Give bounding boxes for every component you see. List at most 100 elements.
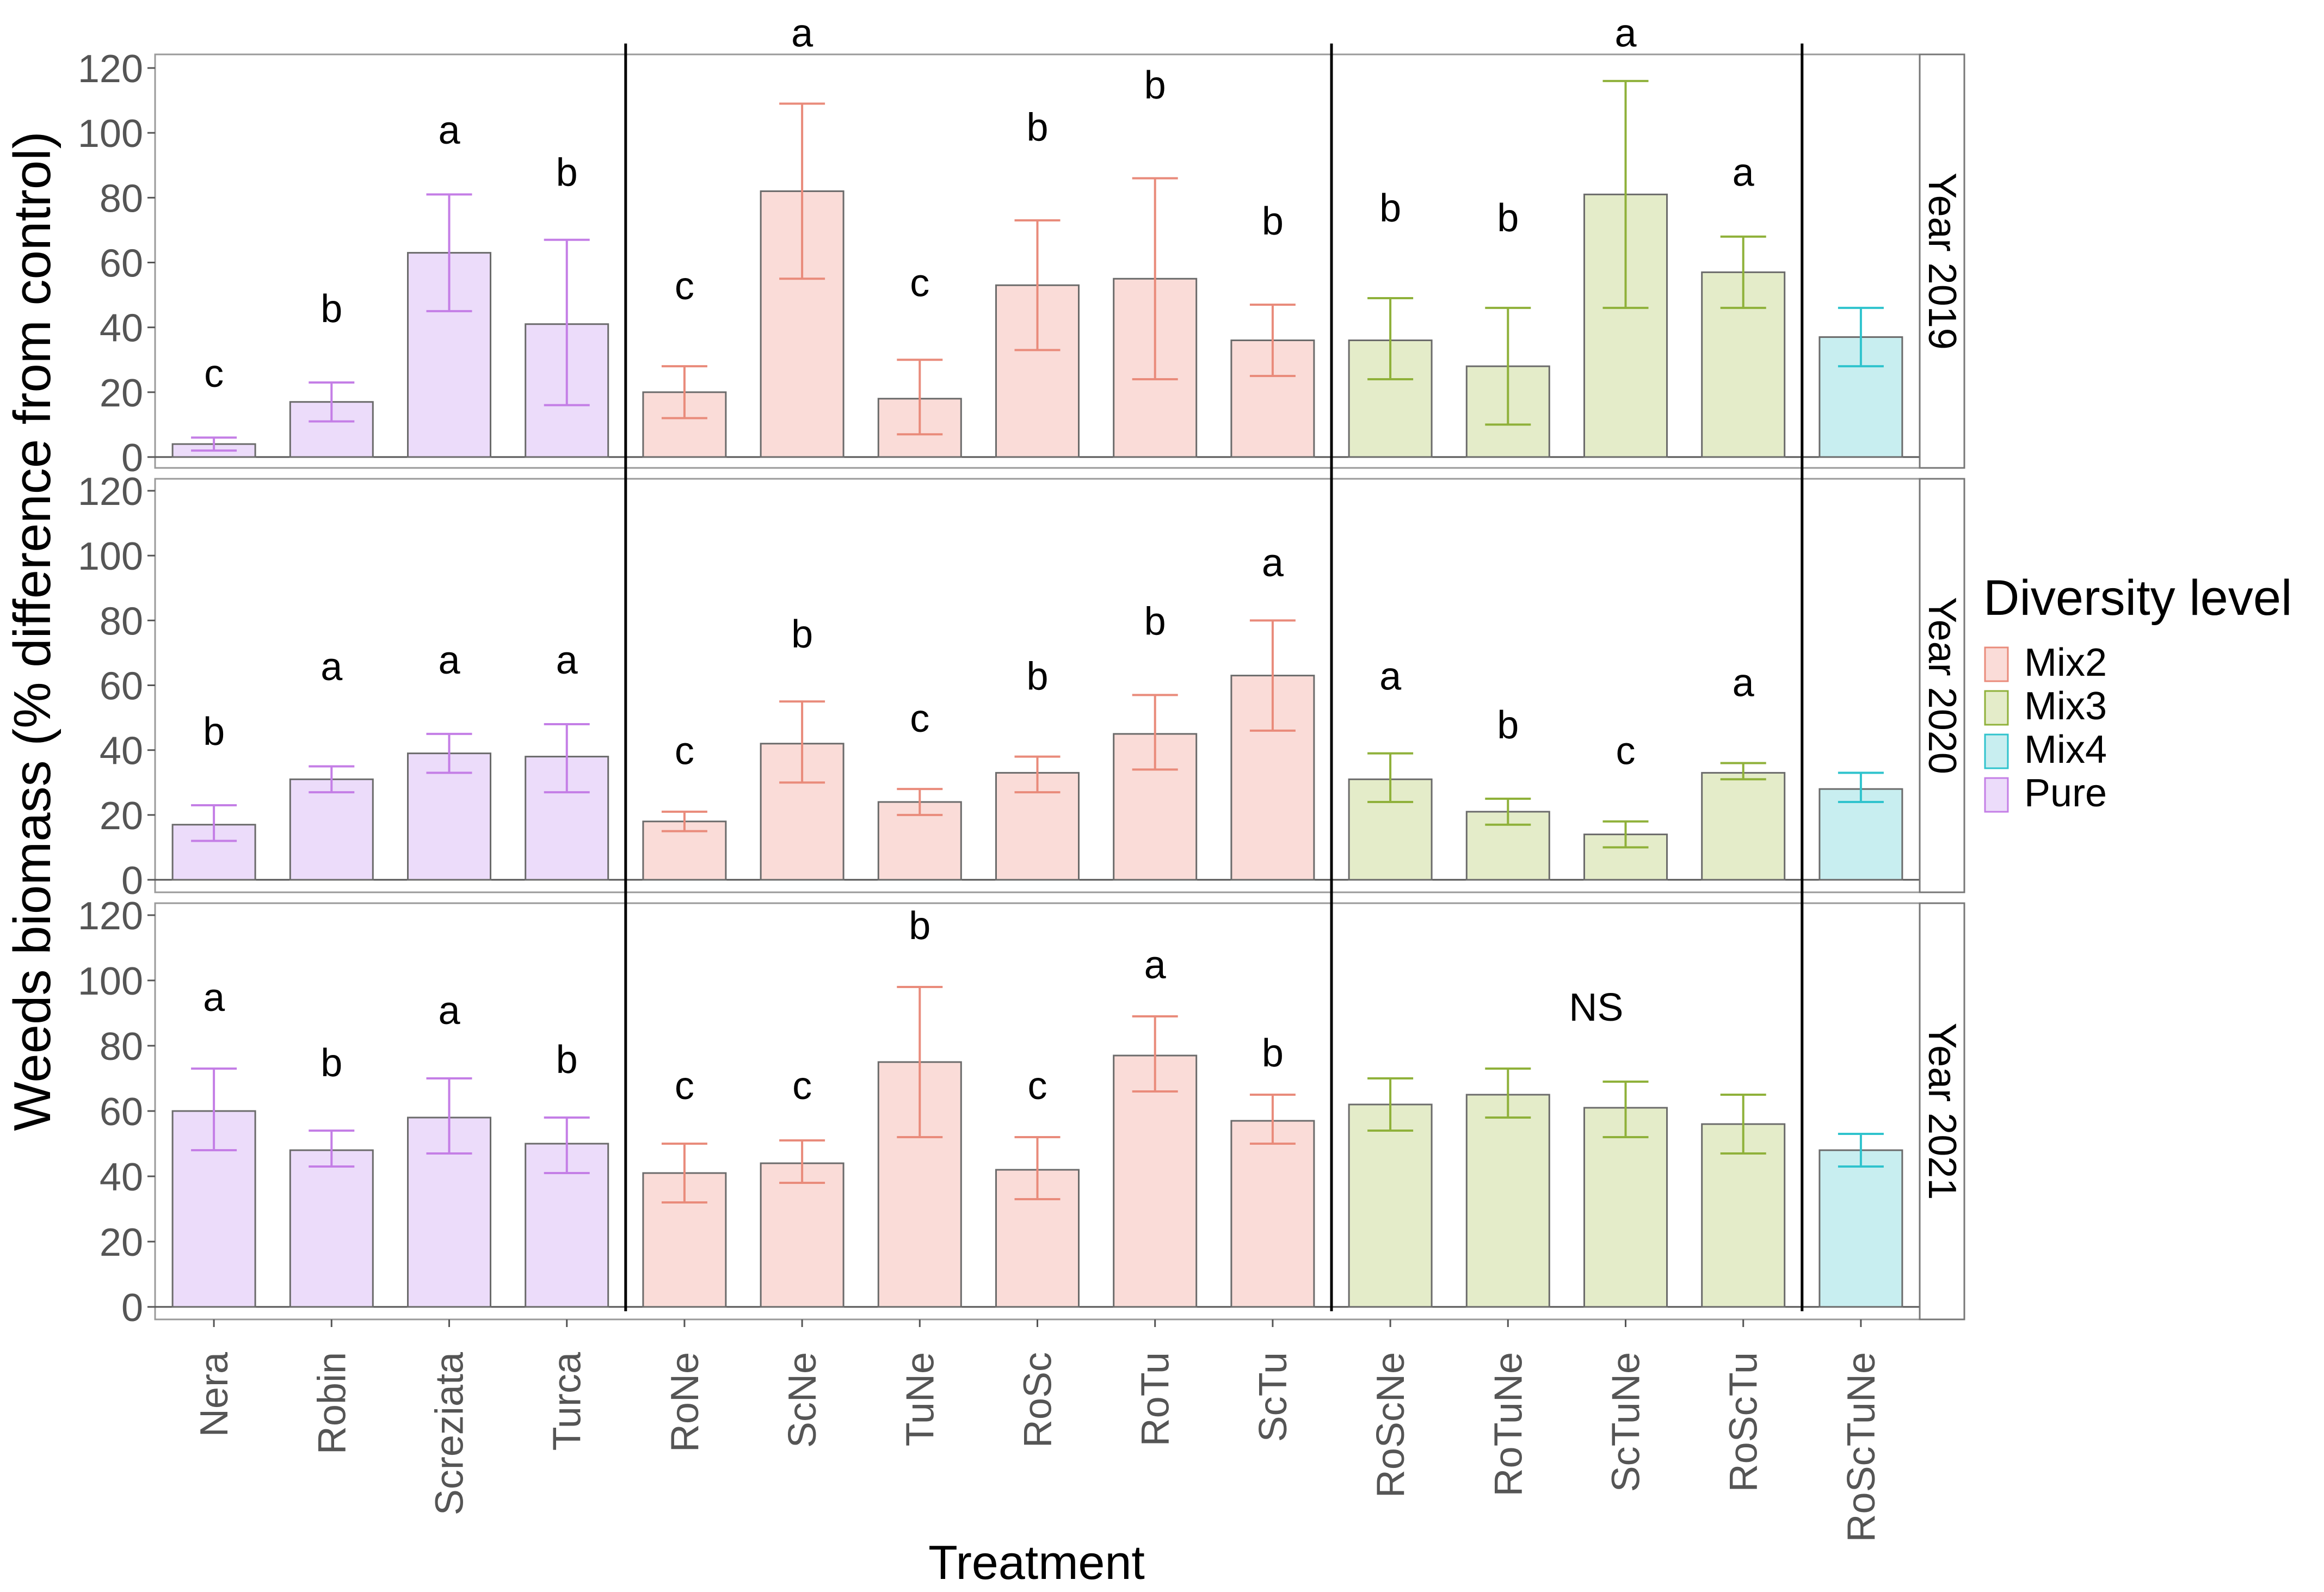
y-tick-label: 20 xyxy=(100,1221,143,1264)
y-tick-label: 80 xyxy=(100,1025,143,1069)
error-bar-Robin xyxy=(309,1130,355,1168)
significance-letter: c xyxy=(675,1064,694,1108)
x-tick-label-RoSc: RoSc xyxy=(1016,1352,1060,1448)
legend-label: Mix3 xyxy=(2024,684,2107,728)
significance-letter: c xyxy=(1616,730,1636,773)
y-tick-label: 120 xyxy=(78,894,143,938)
significance-letter: b xyxy=(1262,1032,1284,1075)
x-tick-label-ScTu: ScTu xyxy=(1252,1352,1295,1442)
error-bar-RoSc xyxy=(1014,219,1061,351)
significance-letter: b xyxy=(1497,704,1519,747)
error-bar-Robin xyxy=(309,765,355,794)
bar-Robin xyxy=(289,778,374,881)
y-tick-label: 80 xyxy=(100,177,143,220)
error-bar-RoScTuNe xyxy=(1838,306,1884,368)
x-tick-label-RoNe: RoNe xyxy=(663,1352,707,1452)
significance-letter: c xyxy=(204,352,224,396)
error-bar-ScNe xyxy=(779,700,825,784)
group-separators xyxy=(624,44,1804,1311)
significance-letter: b xyxy=(1379,187,1401,230)
panel-1: 0 20 40 60 80 100 120 c b a b c a c b b b b b a a Year 2019 xyxy=(78,11,1965,480)
y-tick-label: 100 xyxy=(78,112,143,156)
error-bar-ScTuNe xyxy=(1602,1081,1649,1138)
y-tick-label: 40 xyxy=(100,1156,143,1199)
facet-strip-label: Year 2021 xyxy=(1920,1023,1964,1200)
error-bar-ScTu xyxy=(1249,619,1296,732)
significance-letter: a xyxy=(1262,541,1284,585)
bar-Screziata xyxy=(407,752,491,881)
facet-strip xyxy=(1919,902,1965,1321)
y-tick-label: 100 xyxy=(78,960,143,1003)
x-tick-label-RoTuNe: RoTuNe xyxy=(1487,1352,1530,1496)
error-bar-Turca xyxy=(544,723,590,794)
y-tick-label: 20 xyxy=(100,794,143,838)
y-tick-label: 100 xyxy=(78,535,143,578)
bar-RoScTuNe xyxy=(1818,788,1903,881)
error-bar-Screziata xyxy=(426,1077,472,1155)
significance-letter: a xyxy=(1614,11,1637,55)
significance-letter: a xyxy=(791,11,813,55)
x-tick-label-Nera: Nera xyxy=(193,1352,236,1437)
bar-RoTuNe xyxy=(1465,1094,1550,1308)
y-tick-label: 20 xyxy=(100,372,143,415)
significance-letter: a xyxy=(556,639,578,682)
error-bar-RoScTuNe xyxy=(1838,772,1884,803)
y-axis-title: Weeds biomass (% difference from control… xyxy=(3,131,61,1131)
y-tick-label: 40 xyxy=(100,730,143,773)
significance-letter: c xyxy=(675,730,694,773)
x-tick-label-RoScNe: RoScNe xyxy=(1369,1352,1413,1498)
panel-3: 0 20 40 60 80 100 120 a b a b c c b c a b Year 2021 xyxy=(78,894,1965,1330)
error-bar-RoTu xyxy=(1132,177,1178,380)
y-tick-label: 120 xyxy=(78,47,143,91)
error-bar-RoSc xyxy=(1014,755,1061,794)
legend-item-mix3: Mix3 xyxy=(1984,684,2107,728)
y-tick-label: 0 xyxy=(121,436,143,480)
bar-Nera xyxy=(171,824,256,881)
facet-strip xyxy=(1919,53,1965,469)
bar-ScTuNe xyxy=(1583,1107,1668,1308)
error-bar-RoTu xyxy=(1132,694,1178,771)
legend-label: Pure xyxy=(2024,772,2107,815)
error-bar-Turca xyxy=(544,238,590,406)
significance-letter: c xyxy=(792,1064,812,1108)
legend-swatch xyxy=(1984,646,2009,682)
y-tick-label: 60 xyxy=(100,665,143,708)
error-bar-RoSc xyxy=(1014,1136,1061,1200)
error-bar-ScTuNe xyxy=(1602,820,1649,849)
significance-letter: b xyxy=(791,613,813,656)
legend-label: Mix2 xyxy=(2024,641,2107,684)
error-bar-RoNe xyxy=(661,365,707,419)
annotation-ns: NS xyxy=(1569,986,1623,1029)
error-bar-RoScNe xyxy=(1367,297,1414,380)
significance-letter: b xyxy=(1026,655,1048,699)
x-tick-label-ScNe: ScNe xyxy=(781,1352,824,1448)
bar-ScTu xyxy=(1230,1120,1315,1308)
error-bar-RoTuNe xyxy=(1485,798,1531,826)
legend-title: Diversity level xyxy=(1983,570,2292,626)
significance-letter: c xyxy=(910,261,929,305)
error-bar-RoScNe xyxy=(1367,1077,1414,1132)
bar-RoScTuNe xyxy=(1818,1149,1903,1308)
error-bar-TuNe xyxy=(897,359,943,436)
legend-item-mix4: Mix4 xyxy=(1984,728,2107,772)
significance-letter: a xyxy=(438,989,460,1033)
y-tick-label: 80 xyxy=(100,600,143,643)
error-bar-RoNe xyxy=(661,810,707,832)
error-bar-TuNe xyxy=(897,788,943,816)
x-tick-label-Robin: Robin xyxy=(310,1352,354,1454)
legend-swatch xyxy=(1984,690,2009,726)
significance-letter: b xyxy=(556,151,578,195)
error-bar-ScTuNe xyxy=(1602,79,1649,309)
bar-ScNe xyxy=(760,1162,844,1308)
error-bar-RoScTu xyxy=(1720,762,1766,781)
significance-letter: a xyxy=(203,976,225,1020)
error-bar-Screziata xyxy=(426,732,472,774)
significance-letter: a xyxy=(320,645,343,689)
significance-letter: b xyxy=(320,1041,342,1085)
significance-letter: c xyxy=(675,264,694,308)
error-bar-Robin xyxy=(309,381,355,423)
error-bar-ScTu xyxy=(1249,303,1296,378)
facet-strip-label: Year 2019 xyxy=(1920,172,1964,350)
error-bar-RoScTuNe xyxy=(1838,1133,1884,1168)
